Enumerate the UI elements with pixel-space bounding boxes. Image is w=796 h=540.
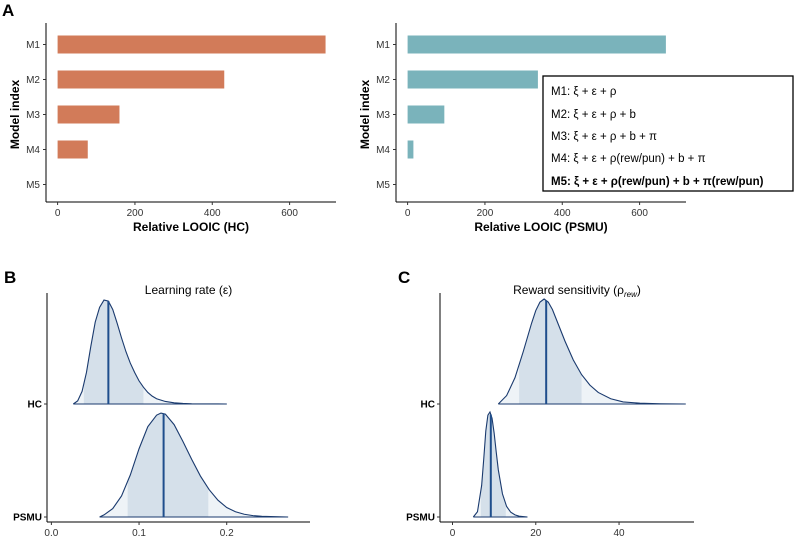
x-tick-label: 40: [613, 528, 625, 539]
x-axis-title: Relative LOOIC (PSMU): [474, 220, 607, 234]
interval-area-hc: [83, 300, 144, 404]
bar-m2: [407, 70, 538, 89]
bar-m1: [57, 35, 326, 54]
bar-m4: [407, 140, 414, 159]
title-end: ): [637, 283, 641, 297]
x-tick-label: 200: [477, 208, 494, 219]
y-tick-label: M4: [376, 145, 390, 156]
bar-m4: [57, 140, 88, 159]
title-subscript: rew: [624, 290, 638, 299]
y-axis-title: Model index: [358, 80, 372, 150]
y-axis-title: Model index: [8, 80, 22, 150]
bar-m2: [57, 70, 225, 89]
category-label-psmu: PSMU: [13, 513, 42, 524]
legend-item-m2: M2: ξ + ε + ρ + b: [551, 109, 636, 121]
chart-hc-looic: M1 M2 M3 M4 M5 0 200 400 600 Relative LOOIC (HC) M…: [8, 23, 336, 234]
legend-item-m1: M1: ξ + ε + ρ: [551, 86, 617, 98]
category-label-psmu: PSMU: [406, 513, 435, 524]
chart-psmu-looic: M1 M2 M3 M4 M5 0 200 400 600 Relative LOOIC (PSMU…: [358, 23, 686, 234]
legend-box: [542, 75, 794, 192]
x-tick-label: 600: [631, 208, 648, 219]
y-tick-label: M3: [376, 110, 390, 121]
panel-label-b: B: [4, 268, 16, 287]
chart-reward-sensitivity: Reward sensitivity (ρrew) HC PSMU 0 20 40: [406, 283, 694, 539]
y-tick-label: M4: [26, 145, 40, 156]
x-tick-label: 20: [530, 528, 542, 539]
interval-area-psmu: [480, 412, 506, 517]
model-legend: M1: ξ + ε + ρ M2: ξ + ε + ρ + b M3: ξ + …: [542, 75, 794, 192]
category-label-hc: HC: [421, 400, 435, 411]
panel-label-a: A: [2, 1, 14, 20]
y-tick-label: M3: [26, 110, 40, 121]
density-line-psmu: [472, 410, 528, 518]
x-tick-label: 400: [204, 208, 221, 219]
y-tick-label: M1: [26, 40, 40, 51]
bar-m1: [407, 35, 666, 54]
plot-title: Learning rate (ε): [145, 283, 232, 297]
x-tick-label: 0: [405, 208, 411, 219]
y-tick-label: M1: [376, 40, 390, 51]
x-tick-label: 0: [450, 528, 456, 539]
y-tick-label: M2: [26, 75, 40, 86]
panel-label-c: C: [398, 268, 410, 287]
x-tick-label: 0.1: [132, 528, 146, 539]
x-tick-label: 200: [127, 208, 144, 219]
x-tick-label: 0.0: [44, 528, 58, 539]
bar-m3: [407, 105, 445, 124]
density-line-psmu: [99, 412, 289, 518]
x-axis-title: Relative LOOIC (HC): [133, 220, 249, 234]
interval-area-psmu: [127, 413, 209, 517]
x-tick-label: 0: [55, 208, 61, 219]
x-tick-label: 0.2: [220, 528, 234, 539]
legend-item-m5: M5: ξ + ε + ρ(rew/pun) + b + π(rew/pun): [551, 176, 764, 188]
category-label-hc: HC: [28, 400, 42, 411]
interval-area-hc: [519, 299, 582, 404]
x-tick-label: 400: [554, 208, 571, 219]
bar-m3: [57, 105, 120, 124]
y-tick-label: M2: [376, 75, 390, 86]
density-line-hc: [497, 298, 686, 405]
y-tick-label: M5: [26, 180, 40, 191]
plot-title: Reward sensitivity (ρrew): [513, 283, 641, 299]
legend-item-m3: M3: ξ + ε + ρ + b + π: [551, 131, 657, 143]
y-tick-label: M5: [376, 180, 390, 191]
legend-item-m4: M4: ξ + ε + ρ(rew/pun) + b + π: [551, 153, 706, 165]
x-tick-label: 600: [281, 208, 298, 219]
